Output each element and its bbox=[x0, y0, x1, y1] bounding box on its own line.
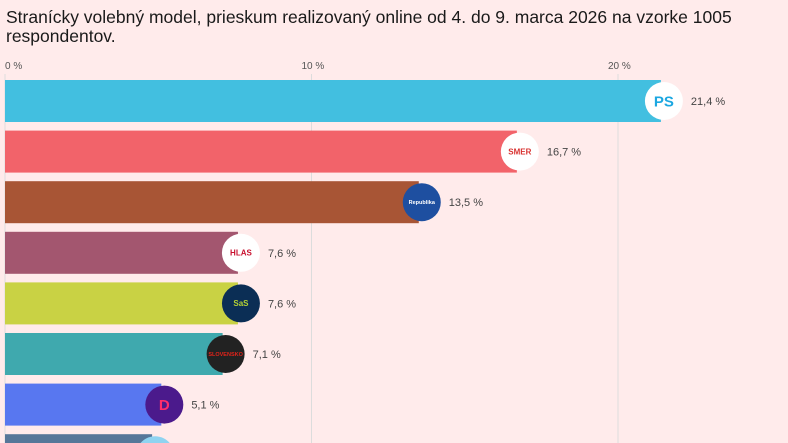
bar-sas bbox=[5, 282, 238, 325]
party-logo-icon: D bbox=[145, 385, 184, 424]
party-logo-icon: SLOVENSKO bbox=[206, 335, 245, 373]
tick-label: 10 % bbox=[302, 61, 325, 72]
tick-label: 0 % bbox=[5, 61, 22, 72]
party-logo-icon: SaS bbox=[221, 284, 260, 323]
bar-hnutie-slovensko bbox=[5, 333, 223, 375]
party-logo-icon bbox=[140, 436, 170, 443]
chart-title: Stranícky volebný model, prieskum realiz… bbox=[6, 7, 732, 46]
svg-text:SaS: SaS bbox=[233, 299, 249, 308]
bar-republika bbox=[5, 181, 419, 224]
bar-smer bbox=[5, 130, 517, 173]
bar-ps bbox=[5, 80, 661, 122]
party-logo-icon: SMER bbox=[500, 132, 539, 171]
party-logo-icon: Republika bbox=[402, 183, 441, 222]
value-label: 16,7 % bbox=[547, 147, 581, 159]
bar-demokrati bbox=[5, 383, 162, 426]
value-label: 13,5 % bbox=[449, 197, 483, 209]
value-label: 7,1 % bbox=[253, 349, 281, 361]
value-label: 7,6 % bbox=[268, 298, 296, 310]
party-logo-icon: PS bbox=[644, 82, 683, 120]
svg-text:SLOVENSKO: SLOVENSKO bbox=[208, 352, 243, 358]
party-logo-icon: HLAS bbox=[221, 233, 260, 272]
svg-text:PS: PS bbox=[654, 93, 674, 110]
value-label: 7,6 % bbox=[268, 248, 296, 260]
svg-text:SMER: SMER bbox=[508, 147, 531, 156]
svg-text:HLAS: HLAS bbox=[230, 249, 252, 258]
svg-text:Republika: Republika bbox=[409, 200, 436, 206]
svg-text:D: D bbox=[159, 397, 170, 414]
bar-unlabeled bbox=[5, 434, 153, 443]
tick-label: 20 % bbox=[608, 61, 631, 72]
value-label: 5,1 % bbox=[191, 400, 219, 412]
bar-hlas bbox=[5, 231, 238, 274]
value-label: 21,4 % bbox=[691, 96, 725, 108]
